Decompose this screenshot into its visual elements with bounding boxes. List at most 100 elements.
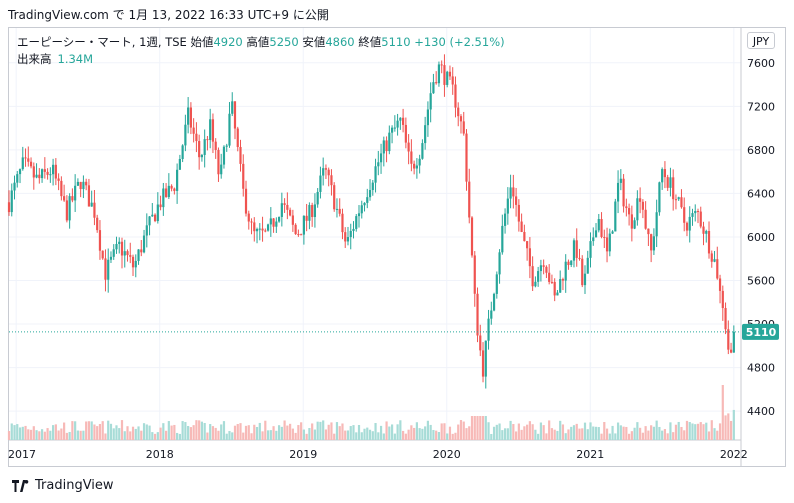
candle-body — [382, 140, 385, 154]
volume-bar — [589, 422, 592, 440]
candle-body — [520, 221, 523, 232]
volume-bar — [448, 426, 452, 440]
candle-body — [661, 169, 664, 183]
candle-body — [40, 169, 44, 179]
volume-bar — [727, 413, 730, 440]
volume-bar — [49, 430, 52, 440]
currency-button[interactable]: JPY — [747, 32, 775, 49]
candle-body — [308, 205, 311, 221]
candle-body — [481, 350, 485, 377]
candle-body — [253, 222, 256, 232]
volume-bar — [539, 422, 543, 440]
volume-bar — [148, 425, 151, 440]
candle-body — [366, 197, 369, 203]
candle-body — [537, 271, 540, 282]
candle-body — [203, 139, 206, 155]
y-tick-label: 7200 — [747, 100, 775, 113]
candle-body — [559, 279, 562, 293]
volume-bar — [118, 428, 121, 440]
candle-body — [498, 252, 501, 275]
volume-bar — [344, 430, 347, 440]
candle-body — [462, 121, 465, 134]
volume-bar — [308, 428, 311, 440]
volume-bar — [594, 426, 598, 440]
volume-bar — [57, 430, 60, 440]
candle-body — [10, 190, 13, 213]
candle-body — [74, 185, 77, 201]
candle-body — [390, 127, 394, 133]
candle-body — [236, 128, 239, 147]
candle-body — [683, 207, 686, 223]
volume-bar — [548, 420, 551, 440]
candle-body — [123, 251, 126, 256]
volume-bar — [187, 425, 190, 440]
candle-body — [54, 164, 57, 179]
volume-bar — [592, 426, 595, 440]
volume-bar — [578, 428, 581, 440]
candle-body — [418, 158, 421, 166]
volume-bar — [674, 424, 678, 440]
volume-bar — [413, 427, 416, 440]
volume-bar — [515, 431, 518, 440]
volume-bar — [432, 429, 435, 440]
candle-body — [487, 318, 490, 341]
candle-body — [515, 196, 518, 205]
volume-bar — [63, 422, 66, 440]
candle-body — [225, 145, 228, 147]
candle-body — [402, 117, 405, 125]
volume-bar — [666, 433, 669, 440]
volume-bar — [10, 423, 13, 440]
candle-body — [707, 230, 711, 254]
volume-bar — [457, 424, 460, 440]
volume-bar — [512, 424, 515, 440]
candle-body — [104, 258, 107, 280]
volume-bar — [707, 431, 711, 440]
volume-bar — [732, 409, 735, 440]
volume-bar — [503, 428, 507, 440]
candle-body — [76, 181, 79, 186]
candle-body — [68, 196, 71, 221]
volume-bar — [388, 426, 391, 440]
volume-bar — [269, 430, 272, 440]
candle-body — [313, 204, 317, 218]
candle-body — [338, 208, 341, 214]
candle-body — [451, 76, 454, 85]
volume-bar — [294, 432, 297, 440]
volume-bar — [506, 428, 509, 440]
volume-bar — [490, 433, 493, 440]
volume-bar — [162, 423, 165, 440]
candle-body — [732, 331, 735, 353]
footer-brand-label: TradingView — [35, 478, 114, 493]
candle-body — [633, 220, 636, 229]
candle-body — [51, 164, 55, 175]
candle-body — [57, 178, 60, 181]
candle-body — [266, 224, 270, 231]
volume-bar — [696, 423, 700, 440]
volume-bar — [266, 430, 270, 440]
volume-bar — [109, 423, 113, 440]
candle-body — [286, 204, 289, 210]
candle-body — [195, 133, 198, 142]
volume-bar — [418, 428, 421, 440]
candle-body — [385, 140, 388, 152]
volume-bar — [523, 426, 526, 440]
candle-body — [531, 266, 534, 287]
candle-body — [539, 265, 543, 272]
volume-bar — [123, 431, 126, 440]
volume-bar — [575, 423, 578, 440]
publish-header: TradingView.com で 1月 13, 2022 16:33 UTC+… — [8, 8, 329, 22]
candle-body — [153, 214, 157, 222]
volume-bar — [390, 424, 394, 440]
candle-body — [399, 117, 402, 121]
x-tick-label: 2021 — [576, 448, 604, 461]
open-label: 始値 — [190, 35, 214, 49]
volume-bar — [272, 426, 275, 440]
candle-body — [49, 174, 52, 176]
volume-bar — [225, 433, 228, 440]
candle-body — [413, 163, 416, 169]
volume-bar — [184, 422, 187, 440]
candle-body — [156, 204, 159, 222]
volume-bar — [583, 422, 587, 440]
candle-body — [713, 259, 716, 262]
candle-body — [404, 124, 407, 143]
